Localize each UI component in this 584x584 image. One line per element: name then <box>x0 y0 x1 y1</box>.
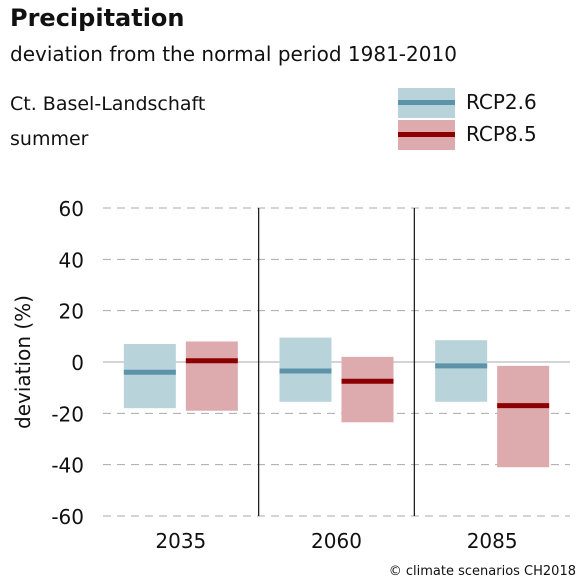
y-tick-label: -60 <box>51 505 84 529</box>
chart-subtitle: deviation from the normal period 1981-20… <box>10 42 457 66</box>
region-label: Ct. Basel-Landschaft <box>10 93 206 115</box>
legend-label-rcp85: RCP8.5 <box>466 122 537 146</box>
legend-label-rcp26: RCP2.6 <box>466 90 537 114</box>
season-label: summer <box>10 128 89 150</box>
y-tick-label: -20 <box>51 402 84 426</box>
y-tick-label: -40 <box>51 454 84 478</box>
y-tick-label: 60 <box>59 197 84 221</box>
range-bar-rcp26-2035 <box>123 344 176 409</box>
x-tick-label: 2085 <box>467 529 518 553</box>
y-axis-label: deviation (%) <box>11 295 35 429</box>
y-tick-label: 20 <box>59 300 84 324</box>
range-bar-rcp26-2085 <box>435 340 488 402</box>
legend-item-rcp85: RCP8.5 <box>398 120 558 154</box>
legend-line-rcp26 <box>398 100 455 105</box>
y-tick-label: 40 <box>59 248 84 272</box>
range-bar-rcp85-2060 <box>341 356 394 423</box>
credit-text: © climate scenarios CH2018 <box>388 564 576 579</box>
range-bar-rcp85-2085 <box>497 365 550 468</box>
legend-item-rcp26: RCP2.6 <box>398 88 558 122</box>
legend-line-rcp85 <box>398 132 455 137</box>
y-tick-label: 0 <box>71 351 84 375</box>
chart-title: Precipitation <box>10 4 185 32</box>
x-tick-label: 2060 <box>311 529 362 553</box>
x-tick-label: 2035 <box>155 529 206 553</box>
range-bar-rcp85-2035 <box>185 341 238 411</box>
